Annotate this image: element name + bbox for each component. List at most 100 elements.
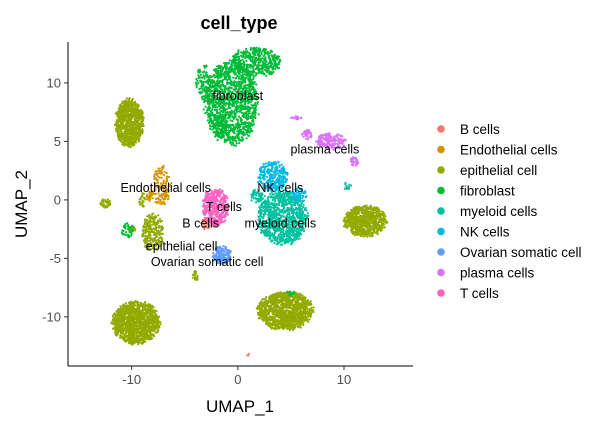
point — [132, 321, 135, 324]
point — [136, 113, 140, 116]
point — [359, 217, 362, 220]
point — [144, 329, 147, 332]
point — [134, 138, 137, 141]
point — [149, 198, 152, 201]
point — [371, 210, 374, 213]
point — [277, 293, 280, 296]
point — [132, 339, 135, 342]
point — [135, 106, 138, 110]
point — [356, 220, 359, 223]
point — [119, 313, 122, 316]
point — [354, 211, 357, 214]
point — [156, 324, 160, 327]
point — [132, 107, 135, 111]
point — [139, 128, 142, 131]
point — [162, 174, 165, 177]
point — [154, 232, 157, 235]
point — [119, 108, 122, 111]
point — [305, 302, 308, 306]
point — [279, 298, 282, 301]
point — [363, 217, 367, 221]
point — [124, 132, 127, 135]
point — [280, 313, 283, 316]
point — [159, 171, 163, 174]
point — [156, 181, 159, 184]
point — [365, 230, 368, 233]
point — [142, 229, 145, 233]
point — [157, 219, 160, 222]
point — [297, 298, 300, 301]
point — [295, 314, 298, 317]
point — [379, 215, 382, 218]
point — [112, 313, 115, 316]
point — [99, 202, 103, 205]
point — [162, 226, 165, 229]
point — [273, 304, 276, 308]
point — [265, 318, 268, 321]
point — [288, 304, 291, 307]
point — [106, 200, 109, 203]
point — [119, 122, 123, 125]
point — [139, 197, 142, 200]
point — [150, 314, 153, 317]
point — [154, 197, 157, 200]
point — [166, 179, 169, 182]
point — [287, 297, 290, 300]
point — [293, 296, 296, 299]
point — [354, 218, 357, 221]
point — [231, 120, 234, 123]
point — [159, 185, 162, 188]
point — [159, 323, 162, 326]
point — [208, 224, 211, 227]
point — [121, 335, 124, 338]
point — [283, 321, 286, 325]
point — [161, 196, 164, 199]
point — [366, 216, 369, 219]
point — [159, 200, 162, 203]
point — [201, 218, 204, 221]
point — [273, 293, 276, 296]
point — [288, 309, 291, 313]
point — [204, 220, 208, 223]
point — [151, 304, 154, 307]
point — [291, 328, 294, 332]
point — [351, 216, 354, 219]
point — [269, 315, 272, 318]
point — [142, 124, 145, 128]
point — [371, 222, 374, 225]
point — [376, 208, 379, 211]
point — [291, 312, 294, 315]
point — [141, 309, 144, 312]
point — [263, 306, 266, 309]
point — [350, 211, 353, 215]
point — [368, 211, 371, 214]
point — [122, 332, 125, 335]
point — [128, 110, 131, 113]
point — [382, 219, 385, 222]
point — [131, 125, 134, 129]
point — [126, 134, 129, 137]
point — [273, 309, 276, 312]
point — [126, 108, 129, 111]
point — [122, 142, 125, 145]
point — [163, 203, 166, 206]
point — [156, 331, 159, 334]
point — [124, 302, 127, 305]
point — [270, 306, 273, 309]
point — [133, 304, 136, 307]
point — [125, 126, 128, 129]
point — [119, 133, 122, 137]
point — [157, 190, 160, 193]
point — [119, 138, 122, 141]
point — [154, 331, 157, 334]
point — [281, 319, 284, 323]
point — [123, 118, 126, 121]
point — [301, 300, 304, 303]
point — [122, 328, 125, 331]
point — [263, 303, 266, 306]
point — [130, 141, 133, 144]
point — [140, 120, 143, 123]
point — [131, 141, 134, 144]
point — [298, 322, 301, 325]
